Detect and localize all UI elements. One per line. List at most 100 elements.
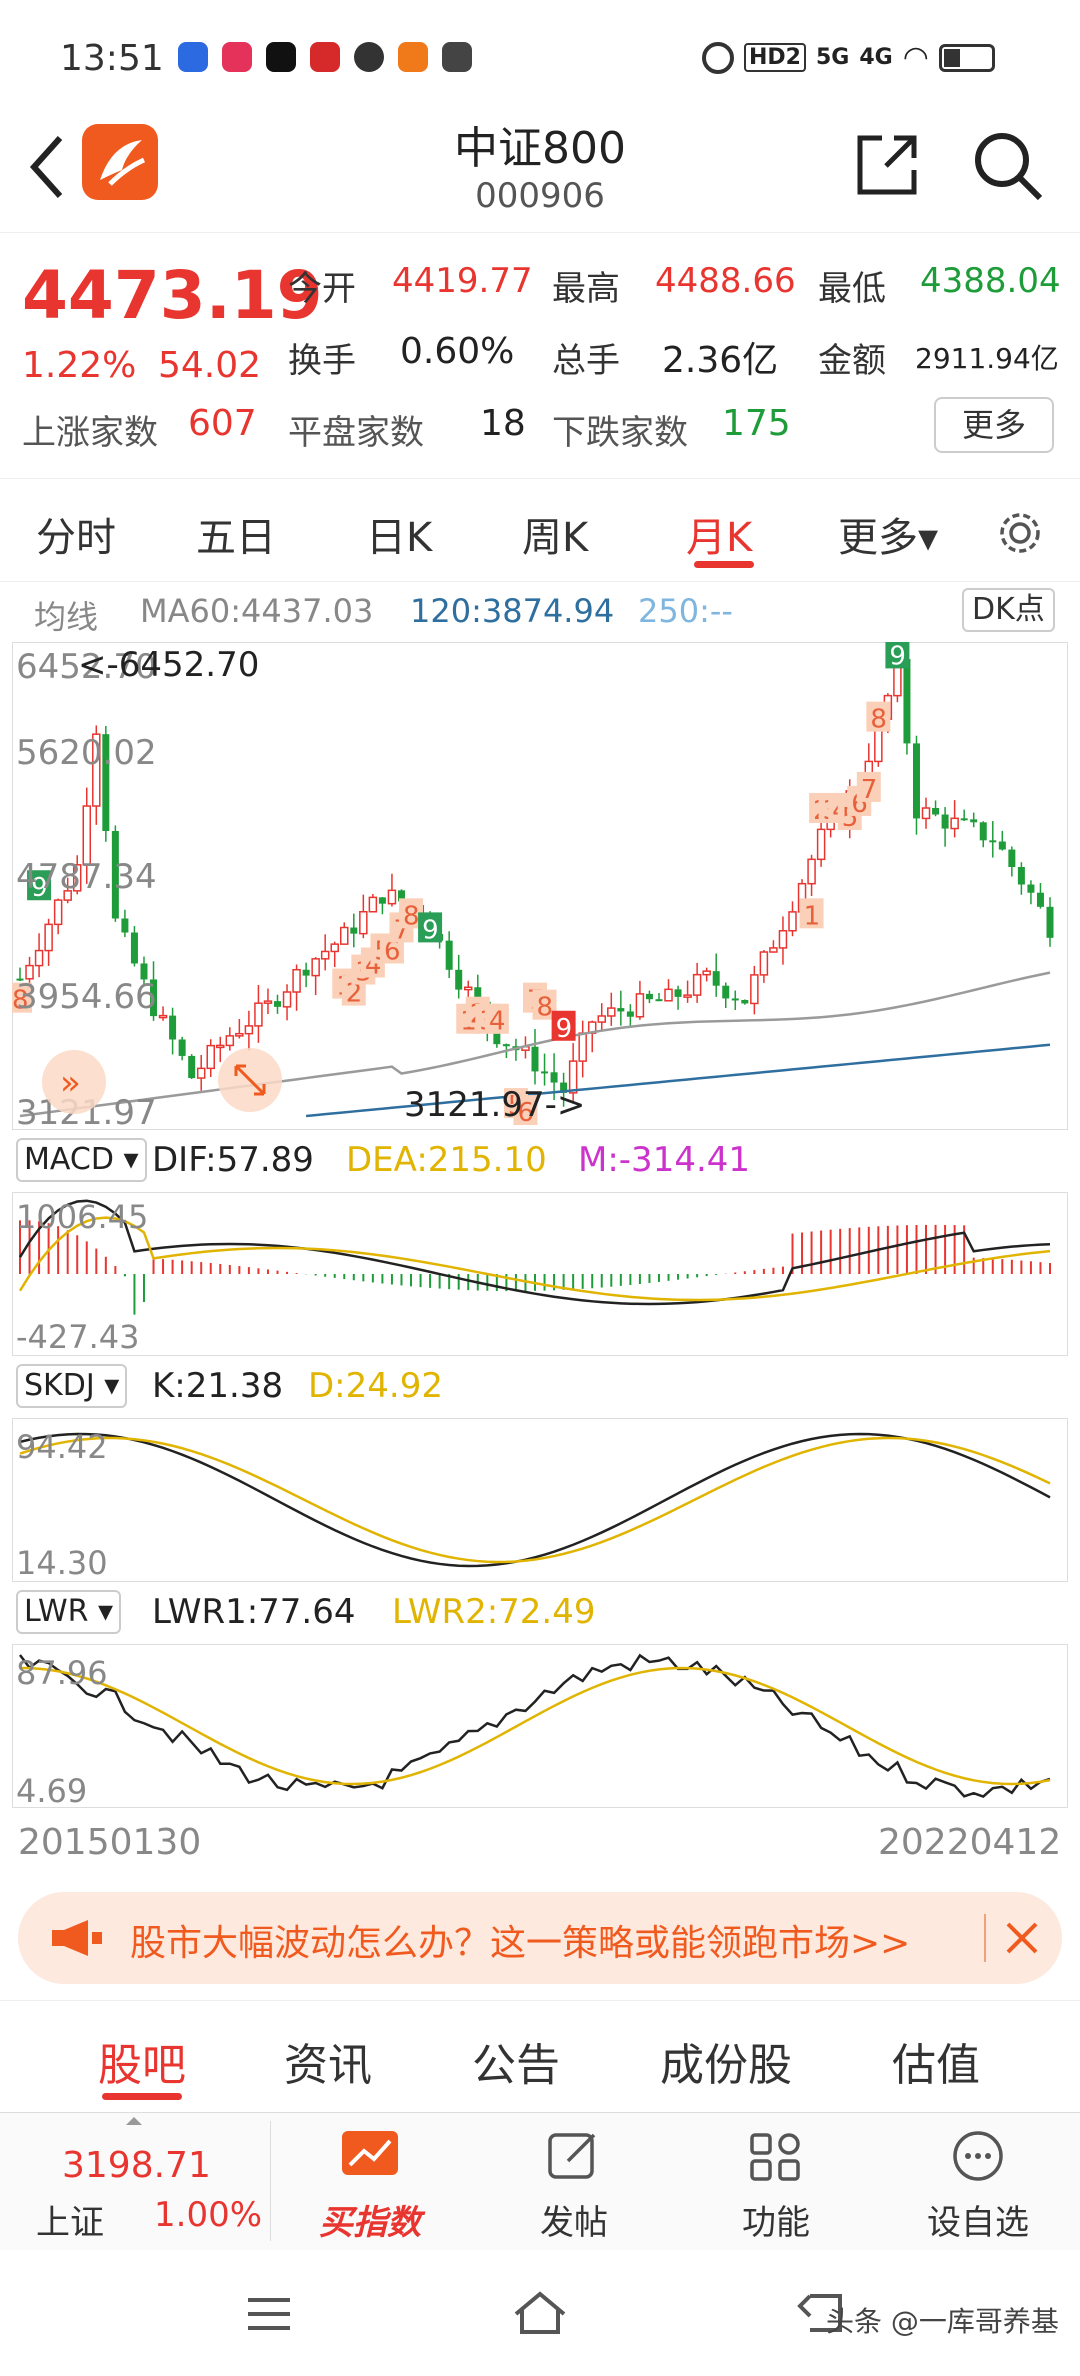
signal-mark-box [551, 1010, 576, 1041]
candle-body [531, 1046, 539, 1072]
search-icon[interactable] [970, 128, 1046, 204]
candle-body [397, 890, 405, 902]
amount-label: 金额 [818, 341, 886, 381]
candle-body [493, 1023, 501, 1045]
tab-valuation[interactable]: 估值 [892, 2040, 980, 2091]
post-label: 发帖 [540, 2203, 608, 2243]
trend-chart-icon [342, 2131, 398, 2175]
signal-mark-number: 9 [31, 873, 48, 903]
system-nav-bar: 头条 @一库哥养基 [0, 2250, 1080, 2376]
tab-five-day[interactable]: 五日 [196, 515, 276, 561]
ma-label[interactable]: 均线 [34, 598, 99, 636]
caret-up-icon [126, 2117, 142, 2125]
function-button[interactable]: 功能 [706, 2129, 846, 2244]
candle-body [626, 1011, 634, 1017]
paw-app-icon [178, 42, 208, 72]
candlestick-chart[interactable]: 89123456789123456789123456789 6452.70 56… [12, 642, 1068, 1130]
dk-point-button[interactable]: DK点 [962, 588, 1055, 632]
add-watchlist-button[interactable]: 设自选 [908, 2129, 1048, 2244]
megaphone-icon [52, 1920, 102, 1956]
candle-body [82, 805, 92, 866]
candle-body [121, 918, 129, 933]
signal-mark-number: 8 [403, 901, 420, 931]
candle-body [692, 973, 702, 996]
back-icon[interactable] [26, 132, 66, 202]
settings-gear-icon[interactable] [996, 509, 1044, 557]
up-count-label: 上涨家数 [22, 413, 158, 453]
candle-body [1046, 906, 1054, 938]
tab-intraday[interactable]: 分时 [36, 515, 116, 561]
tab-constituents[interactable]: 成份股 [660, 2040, 792, 2091]
ma250-value: 250:-- [638, 592, 733, 630]
candle-body [140, 963, 148, 980]
macd-selector[interactable]: MACD ▾ [16, 1138, 147, 1182]
candle-body [302, 969, 310, 976]
candle-body [722, 985, 730, 999]
tab-weekly-k[interactable]: 周K [522, 515, 589, 561]
more-button[interactable]: 更多 [934, 397, 1054, 453]
zoom-icon[interactable] [218, 1048, 282, 1112]
lwr-selector[interactable]: LWR ▾ [16, 1590, 122, 1634]
post-button[interactable]: 发帖 [504, 2129, 644, 2244]
share-icon[interactable] [852, 130, 922, 200]
app-icon-dark [442, 42, 472, 72]
macd-chart[interactable]: 1006.45 -427.43 [12, 1192, 1068, 1356]
back-nav-icon[interactable] [796, 2290, 846, 2336]
dif-line [18, 1199, 1051, 1306]
header: 中证800 000906 [0, 110, 1080, 230]
candle-body [932, 808, 940, 815]
candle-body [950, 817, 959, 830]
candle-body [368, 896, 378, 913]
stock-code: 000906 [475, 176, 605, 216]
skdj-d-line [19, 1436, 1051, 1564]
close-icon[interactable] [1004, 1920, 1040, 1956]
macd-legend: MACD ▾ DIF:57.89 DEA:215.10 M:-314.41 [12, 1136, 1068, 1186]
candle-body [244, 1025, 254, 1035]
expand-left-icon[interactable]: » [42, 1050, 106, 1114]
candle-body [568, 1060, 578, 1094]
function-label: 功能 [742, 2203, 810, 2243]
y-tick-4787: 4787.34 [16, 857, 157, 897]
tab-monthly-k[interactable]: 月K [686, 515, 753, 561]
ma250-line [305, 1043, 1051, 1118]
tab-news[interactable]: 资讯 [284, 2040, 372, 2091]
down-count: 175 [722, 403, 791, 444]
promo-banner[interactable]: 股市大幅波动怎么办？这一策略或能领跑市场>> [18, 1892, 1062, 1984]
candle-body [92, 733, 101, 807]
signal-mark-number: 6 [517, 1098, 534, 1128]
tab-daily-k[interactable]: 日K [366, 515, 433, 561]
candle-body [292, 968, 301, 993]
candle-body [1017, 867, 1025, 885]
change-pct: 1.22% [22, 345, 137, 386]
candle-body [282, 991, 292, 1008]
candles [16, 648, 1054, 1107]
active-tab-indicator [694, 561, 754, 568]
message-icon [354, 42, 384, 72]
buy-index-button[interactable]: 买指数 [300, 2129, 440, 2244]
signal-mark-number: 8 [12, 986, 29, 1016]
lwr-chart[interactable]: 87.96 4.69 [12, 1644, 1068, 1808]
x-axis-end: 20220412 [878, 1822, 1062, 1863]
tab-announcements[interactable]: 公告 [472, 2040, 560, 2091]
capcut-icon [266, 42, 296, 72]
lwr-y-top: 87.96 [16, 1654, 108, 1692]
status-bar: 13:51 HD2 5G 4G ◠ [0, 0, 1080, 110]
skdj-selector[interactable]: SKDJ ▾ [16, 1364, 128, 1408]
tab-more[interactable]: 更多▾ [838, 515, 939, 561]
candle-body [683, 994, 692, 998]
turnover-value: 0.60% [400, 331, 515, 372]
menu-icon[interactable] [244, 2294, 294, 2334]
macd-dif: DIF:57.89 [152, 1140, 314, 1180]
skdj-chart[interactable]: 94.42 14.30 [12, 1418, 1068, 1582]
candle-body [196, 1067, 206, 1079]
quote-panel: 4473.19 1.22% 54.02 今开 4419.77 最高 4488.6… [0, 232, 1080, 477]
open-label: 今开 [288, 269, 356, 309]
tab-forum[interactable]: 股吧 [98, 2040, 186, 2091]
bottom-toolbar: 3198.71 上证 1.00% 买指数 发帖 功能 设自选 [0, 2112, 1080, 2250]
more-dots-icon [953, 2131, 1003, 2181]
notification-icons [178, 42, 472, 72]
home-icon[interactable] [510, 2288, 570, 2338]
index-ticker[interactable]: 3198.71 上证 1.00% [0, 2113, 270, 2251]
skdj-k: K:21.38 [152, 1366, 284, 1406]
candle-body [111, 831, 119, 919]
